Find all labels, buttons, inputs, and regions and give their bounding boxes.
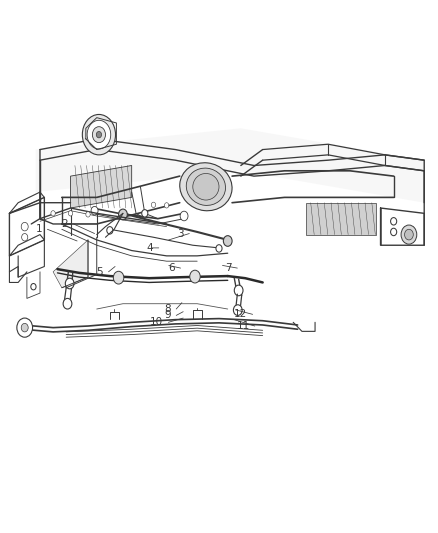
Circle shape xyxy=(180,211,188,221)
Circle shape xyxy=(63,298,72,309)
Circle shape xyxy=(151,202,155,207)
Text: 1: 1 xyxy=(35,224,42,235)
Circle shape xyxy=(68,211,73,216)
Circle shape xyxy=(65,278,74,289)
Circle shape xyxy=(190,270,200,283)
Circle shape xyxy=(92,127,106,143)
Circle shape xyxy=(51,211,55,216)
Circle shape xyxy=(164,203,169,208)
Circle shape xyxy=(391,228,397,236)
Text: 10: 10 xyxy=(150,317,163,327)
Circle shape xyxy=(21,233,28,241)
Circle shape xyxy=(91,206,98,215)
Circle shape xyxy=(107,227,113,234)
Text: 8: 8 xyxy=(164,304,171,314)
Ellipse shape xyxy=(180,163,232,211)
Circle shape xyxy=(401,225,417,244)
Circle shape xyxy=(21,222,28,231)
Circle shape xyxy=(17,318,32,337)
Text: 11: 11 xyxy=(237,321,250,331)
Circle shape xyxy=(142,209,148,217)
Circle shape xyxy=(21,324,28,332)
Text: 7: 7 xyxy=(226,263,232,273)
Text: 6: 6 xyxy=(169,263,175,273)
Ellipse shape xyxy=(193,173,219,200)
Text: 12: 12 xyxy=(234,309,247,319)
Circle shape xyxy=(119,209,127,220)
Circle shape xyxy=(96,132,102,138)
Ellipse shape xyxy=(186,168,226,205)
Text: 9: 9 xyxy=(164,310,171,320)
Text: 3: 3 xyxy=(177,229,184,239)
Circle shape xyxy=(113,271,124,284)
Circle shape xyxy=(206,179,210,183)
Circle shape xyxy=(223,236,232,246)
Circle shape xyxy=(86,212,90,217)
Circle shape xyxy=(82,115,116,155)
Circle shape xyxy=(87,120,111,149)
Circle shape xyxy=(31,284,36,290)
Circle shape xyxy=(234,285,243,296)
Circle shape xyxy=(216,245,222,252)
Polygon shape xyxy=(71,165,132,208)
Polygon shape xyxy=(53,240,88,288)
Circle shape xyxy=(405,229,413,240)
Polygon shape xyxy=(306,203,376,235)
Circle shape xyxy=(201,184,206,189)
Circle shape xyxy=(391,217,397,225)
Circle shape xyxy=(233,305,242,316)
Text: 2: 2 xyxy=(62,219,68,229)
Text: 4: 4 xyxy=(147,243,153,253)
Polygon shape xyxy=(35,128,424,203)
Text: 5: 5 xyxy=(97,267,103,277)
